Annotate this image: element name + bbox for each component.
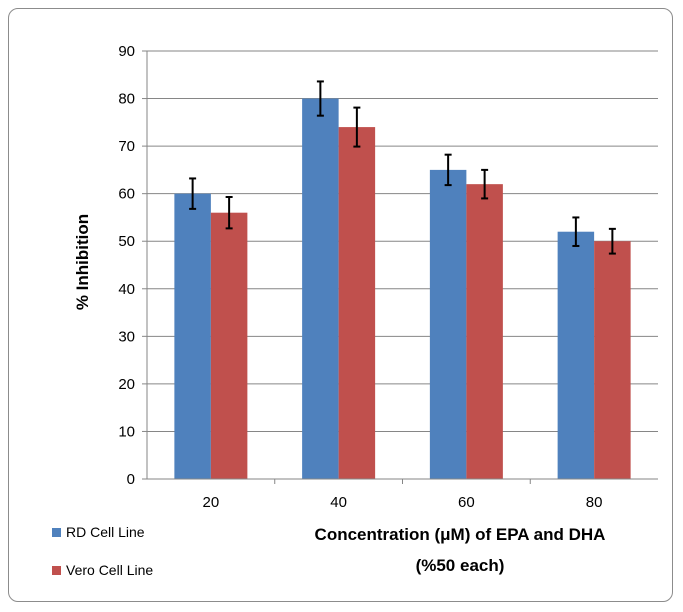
y-tick-label: 10 bbox=[118, 423, 135, 440]
bar bbox=[338, 127, 376, 479]
legend-swatch-vero bbox=[52, 566, 61, 575]
y-tick-labels: 0 10 20 30 40 50 60 70 80 90 bbox=[118, 43, 135, 488]
x-tick-labels: 20 40 60 80 bbox=[203, 494, 603, 511]
x-tick-label: 80 bbox=[586, 494, 603, 511]
bars bbox=[174, 98, 631, 480]
x-tick-label: 20 bbox=[203, 494, 220, 511]
bar bbox=[174, 193, 211, 479]
bar bbox=[302, 98, 339, 480]
y-tick-label: 80 bbox=[118, 91, 135, 108]
axes bbox=[142, 50, 658, 484]
bar bbox=[557, 231, 595, 479]
y-tick-label: 0 bbox=[127, 471, 135, 488]
x-tick-label: 40 bbox=[330, 494, 347, 511]
error-bars bbox=[189, 80, 616, 255]
x-axis-title-line-1: Concentration (μM) of EPA and DHA bbox=[315, 525, 606, 544]
bar bbox=[466, 184, 503, 479]
y-tick-label: 50 bbox=[118, 233, 135, 250]
y-tick-label: 20 bbox=[118, 376, 135, 393]
x-tick-label: 60 bbox=[458, 494, 475, 511]
legend-swatch-rd bbox=[52, 528, 61, 537]
legend: RD Cell Line Vero Cell Line bbox=[52, 524, 153, 578]
bar bbox=[594, 241, 631, 479]
bar bbox=[429, 169, 467, 479]
y-tick-label: 70 bbox=[118, 138, 135, 155]
legend-label-rd: RD Cell Line bbox=[66, 524, 145, 540]
y-axis-title: % Inhibition bbox=[73, 214, 92, 310]
bar bbox=[210, 212, 248, 479]
y-tick-label: 60 bbox=[118, 186, 135, 203]
y-tick-label: 40 bbox=[118, 281, 135, 298]
y-tick-label: 30 bbox=[118, 328, 135, 345]
x-axis-title-line-2: (%50 each) bbox=[416, 556, 505, 575]
legend-label-vero: Vero Cell Line bbox=[66, 562, 153, 578]
y-tick-label: 90 bbox=[118, 43, 135, 60]
